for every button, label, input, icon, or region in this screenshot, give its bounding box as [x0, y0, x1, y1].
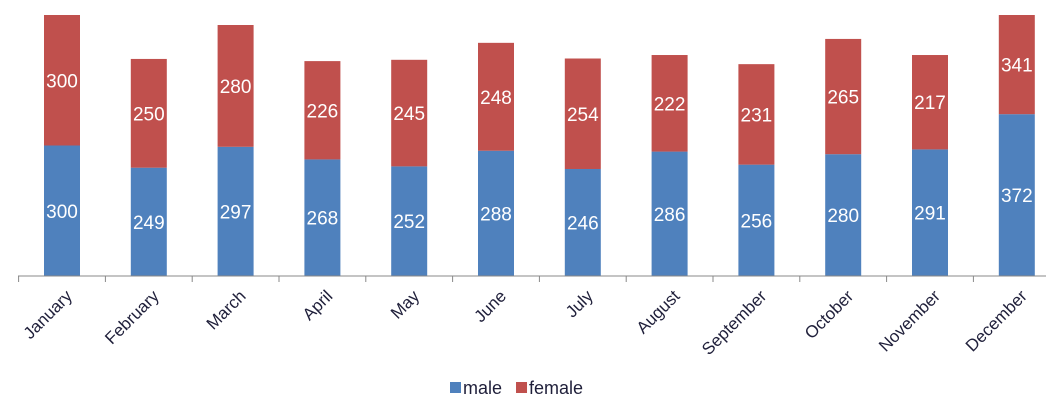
x-tick-label: July [562, 286, 597, 321]
legend-label: male [463, 378, 502, 398]
bar-segment [304, 61, 341, 160]
value-label: 297 [220, 202, 252, 223]
value-label: 280 [827, 206, 859, 227]
value-label: 286 [654, 205, 686, 226]
bar-segment [564, 58, 601, 169]
bar-segment [738, 64, 775, 165]
x-tick-label: October [801, 286, 857, 342]
bar-segment [738, 164, 775, 276]
bar-segment [912, 55, 948, 150]
bar-segment [391, 59, 428, 167]
bar-segment [304, 159, 341, 276]
value-label: 217 [914, 93, 946, 114]
x-tick-label: January [20, 286, 77, 343]
bar-segment [217, 25, 254, 147]
bar-segment [651, 151, 688, 276]
value-label: 265 [827, 88, 859, 109]
x-tick-label: May [387, 286, 423, 322]
bar-segment [130, 58, 167, 168]
x-tick-label: March [203, 287, 250, 334]
value-label: 254 [567, 105, 599, 126]
bar-segment [998, 15, 1035, 115]
bar-segment [44, 145, 80, 276]
bar-segment [998, 114, 1035, 277]
value-label: 256 [741, 211, 773, 232]
value-label: 226 [307, 101, 339, 122]
value-label: 280 [220, 77, 252, 98]
bar-segment [130, 167, 167, 276]
value-label: 372 [1001, 186, 1033, 207]
value-label: 341 [1001, 56, 1033, 77]
x-tick-label: August [633, 286, 684, 337]
value-label: 231 [741, 105, 773, 126]
value-label: 222 [654, 94, 686, 115]
x-tick-label: April [299, 287, 336, 324]
value-label: 300 [46, 202, 78, 223]
value-label: 291 [914, 204, 946, 225]
value-label: 250 [133, 104, 165, 125]
x-tick-label: November [875, 286, 944, 355]
x-tick-label: December [962, 286, 1031, 355]
value-label: 246 [567, 214, 599, 235]
value-label: 249 [133, 213, 165, 234]
x-tick-label: September [698, 286, 770, 358]
bar-segment [651, 55, 688, 152]
bar-segment [391, 166, 428, 276]
bar-segment [825, 154, 862, 276]
value-label: 245 [393, 104, 425, 125]
bar-segment [564, 168, 601, 276]
plot-area [44, 15, 1035, 277]
bar-segment [478, 42, 514, 151]
x-tick-label: February [101, 286, 163, 348]
bar-segment [825, 38, 862, 155]
legend-label: female [529, 378, 583, 398]
bar-segment [217, 146, 254, 276]
bar-segment [44, 15, 80, 146]
legend-swatch [450, 382, 461, 393]
legend-swatch [516, 382, 528, 393]
value-label: 268 [307, 209, 339, 230]
value-label: 252 [393, 212, 425, 233]
value-label: 288 [480, 204, 512, 225]
bar-segment [478, 150, 514, 276]
bar-segment [912, 149, 948, 276]
value-label: 248 [480, 88, 512, 109]
value-label: 300 [46, 71, 78, 92]
x-tick-label: June [470, 287, 510, 327]
